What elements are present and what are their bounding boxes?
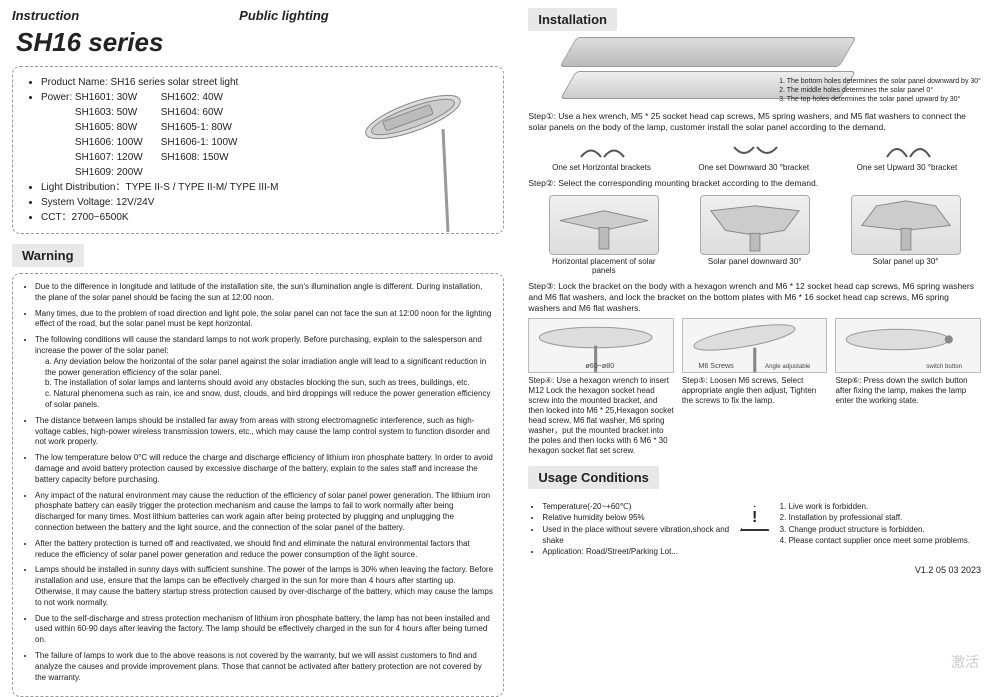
pw: SH1606-1: 100W (161, 135, 238, 150)
usage-item: Relative humidity below 95% (542, 512, 729, 523)
pw: SH1602: 40W (161, 90, 238, 105)
warn-item: The failure of lamps to work due to the … (35, 651, 493, 683)
warn-item: Many times, due to the problem of road d… (35, 309, 493, 331)
usage-item: Application: Road/Street/Parking Lot... (542, 546, 729, 557)
panels-row: Horizontal placement of solar panels Sol… (528, 195, 981, 275)
panel-illustration (549, 195, 659, 255)
pw: SH1605: 80W (75, 120, 143, 135)
bracket-icon (576, 139, 626, 161)
public-lighting-label: Public lighting (239, 8, 329, 23)
svg-text:switch button: switch button (927, 363, 963, 370)
screw-note: 2. The middle holes determines the solar… (779, 86, 981, 95)
lamp-illustration (353, 77, 493, 237)
step4-row: ø60~ø80 Step④: Use a hexagon wrench to i… (528, 318, 981, 456)
usage-rule: 3. Change product structure is forbidden… (780, 524, 981, 535)
pw: SH1603: 50W (75, 105, 143, 120)
usage-rule: 2. Installation by professional staff. (780, 512, 981, 523)
warn-sub: c. Natural phenomena such as rain, ice a… (35, 389, 493, 411)
warn-item: The low temperature below 0°C will reduc… (35, 453, 493, 485)
pw: SH1604: 60W (161, 105, 238, 120)
bracket-label: One set Upward 30 °bracket (857, 163, 958, 172)
brackets-row: One set Horizontal brackets One set Down… (528, 139, 981, 172)
usage-item: Temperature(-20~+60℃) (542, 501, 729, 512)
bracket-icon (882, 139, 932, 161)
warn-text: The following conditions will cause the … (35, 335, 482, 355)
panel-illustration (851, 195, 961, 255)
step2-text: Step②: Select the corresponding mounting… (528, 178, 981, 189)
pw: SH1608: 150W (161, 150, 238, 165)
step4-illustration: ø60~ø80 (528, 318, 674, 373)
pw: SH1605-1: 80W (161, 120, 238, 135)
series-title: SH16 series (16, 27, 504, 58)
screw-note: 1. The bottom holes determines the solar… (779, 77, 981, 86)
warn-item: Due to the difference in longitude and l… (35, 282, 493, 304)
usage-rule: 1. Live work is forbidden. (780, 501, 981, 512)
specs-box: Product Name: SH16 series solar street l… (12, 66, 504, 234)
step6-text: Step⑥: Press down the switch button afte… (835, 376, 981, 406)
instruction-label: Instruction (12, 8, 79, 23)
warning-box: Due to the difference in longitude and l… (12, 273, 504, 697)
usage-header: Usage Conditions (528, 466, 659, 489)
bracket-label: One set Downward 30 °bracket (698, 163, 809, 172)
pw: SH1609: 200W (75, 165, 143, 180)
warn-item: The following conditions will cause the … (35, 335, 493, 411)
step5-text: Step⑤: Loosen M6 screws, Select appropri… (682, 376, 828, 406)
step1-text: Step①: Use a hex wrench, M5 * 25 socket … (528, 111, 981, 133)
step3-text: Step③: Lock the bracket on the body with… (528, 281, 981, 314)
svg-text:M6 Screws: M6 Screws (698, 362, 734, 370)
install-diagram-top: 1. The bottom holes determines the solar… (528, 37, 981, 107)
usage-item: Used in the place without severe vibrati… (542, 524, 729, 546)
step6-illustration: switch button (835, 318, 981, 373)
warn-item: After the battery protection is turned o… (35, 539, 493, 561)
svg-text:ø60~ø80: ø60~ø80 (586, 362, 615, 370)
step4-text: Step④: Use a hexagon wrench to insert M1… (528, 376, 674, 456)
warn-sub: b. The installation of solar lamps and l… (35, 378, 493, 389)
warn-item: Lamps should be installed in sunny days … (35, 565, 493, 608)
usage-rule: 4. Please contact supplier once meet som… (780, 535, 981, 546)
installation-header: Installation (528, 8, 617, 31)
pw: SH1607: 120W (75, 150, 143, 165)
warning-header: Warning (12, 244, 84, 267)
warn-sub: a. Any deviation below the horizontal of… (35, 357, 493, 379)
bracket-icon (729, 139, 779, 161)
step5-illustration: M6 Screws Angle adjustable (682, 318, 828, 373)
bracket-label: One set Horizontal brackets (552, 163, 651, 172)
screw-note: 3. The top holes determines the solar pa… (779, 95, 981, 104)
panel-illustration (700, 195, 810, 255)
warning-triangle-icon: ! (740, 501, 770, 557)
warn-item: Any impact of the natural environment ma… (35, 491, 493, 534)
warn-item: Due to the self-discharge and stress pro… (35, 614, 493, 646)
panel-label: Solar panel downward 30° (695, 257, 815, 266)
version-label: V1.2 05 03 2023 (528, 565, 981, 575)
power-label: Power: (41, 92, 72, 103)
panel-label: Solar panel up 30° (846, 257, 966, 266)
warn-item: The distance between lamps should be ins… (35, 416, 493, 448)
pw: SH1601: 30W (75, 90, 143, 105)
panel-label: Horizontal placement of solar panels (544, 257, 664, 275)
svg-text:Angle adjustable: Angle adjustable (765, 363, 811, 370)
pw: SH1606: 100W (75, 135, 143, 150)
